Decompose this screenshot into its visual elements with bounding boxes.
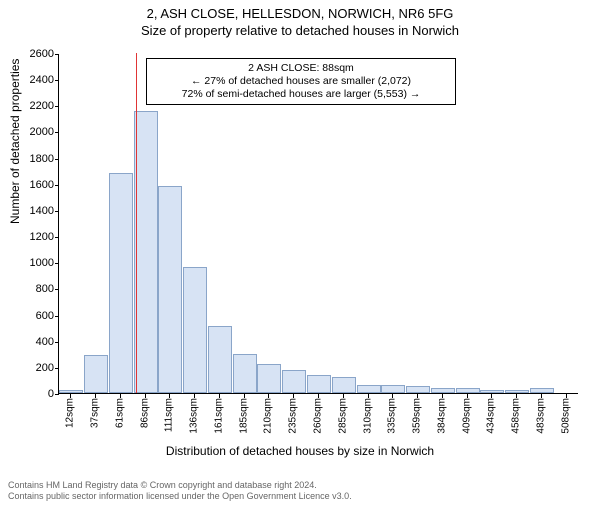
x-tick-label: 37sqm [90, 398, 101, 428]
histogram-bar [109, 173, 133, 393]
y-tick-mark [55, 106, 59, 107]
histogram-bar [158, 186, 182, 393]
chart-title-main: 2, ASH CLOSE, HELLESDON, NORWICH, NR6 5F… [0, 6, 600, 21]
info-box-line3: 72% of semi-detached houses are larger (… [153, 88, 449, 101]
x-tick-label: 508sqm [560, 398, 571, 434]
x-tick-label: 111sqm [164, 398, 175, 432]
y-tick-mark [55, 263, 59, 264]
histogram-bar [505, 390, 529, 393]
y-tick-label: 600 [14, 310, 54, 322]
histogram-bar [282, 370, 306, 393]
x-tick-label: 409sqm [461, 398, 472, 434]
histogram-bar [431, 388, 455, 393]
y-tick-mark [55, 80, 59, 81]
y-tick-mark [55, 368, 59, 369]
histogram-bar [480, 390, 504, 393]
histogram-bar [84, 355, 108, 393]
footer-line1: Contains HM Land Registry data © Crown c… [8, 480, 352, 491]
histogram-bar [530, 388, 554, 393]
histogram-bar [307, 375, 331, 393]
x-tick-label: 483sqm [535, 398, 546, 434]
histogram-bar [456, 388, 480, 393]
chart-area: 2 ASH CLOSE: 88sqm ← 27% of detached hou… [58, 54, 578, 394]
y-tick-mark [55, 159, 59, 160]
x-tick-label: 359sqm [412, 398, 423, 434]
x-tick-label: 12sqm [65, 398, 76, 428]
x-tick-label: 458sqm [511, 398, 522, 434]
x-tick-label: 434sqm [486, 398, 497, 434]
y-tick-mark [55, 342, 59, 343]
x-tick-label: 185sqm [238, 398, 249, 434]
x-tick-label: 136sqm [189, 398, 200, 434]
y-tick-label: 1200 [14, 231, 54, 243]
x-tick-label: 310sqm [362, 398, 373, 434]
x-tick-label: 384sqm [436, 398, 447, 434]
y-tick-mark [55, 237, 59, 238]
y-tick-mark [55, 132, 59, 133]
histogram-bar [332, 377, 356, 393]
x-tick-label: 235sqm [288, 398, 299, 434]
info-box-line2: ← 27% of detached houses are smaller (2,… [153, 75, 449, 88]
y-tick-label: 0 [14, 388, 54, 400]
footer-line2: Contains public sector information licen… [8, 491, 352, 502]
x-tick-label: 260sqm [313, 398, 324, 434]
histogram-bar [406, 386, 430, 393]
x-axis-label: Distribution of detached houses by size … [0, 444, 600, 458]
y-tick-label: 2000 [14, 126, 54, 138]
y-tick-mark [55, 289, 59, 290]
histogram-bar [357, 385, 381, 393]
histogram-bar [59, 390, 83, 393]
y-tick-label: 1600 [14, 179, 54, 191]
info-box: 2 ASH CLOSE: 88sqm ← 27% of detached hou… [146, 58, 456, 105]
y-tick-mark [55, 211, 59, 212]
x-tick-label: 61sqm [114, 398, 125, 428]
y-tick-label: 1000 [14, 257, 54, 269]
x-tick-label: 210sqm [263, 398, 274, 434]
property-marker-line [136, 53, 137, 393]
histogram-bar [257, 364, 281, 393]
y-tick-mark [55, 185, 59, 186]
y-tick-label: 800 [14, 283, 54, 295]
y-tick-label: 2600 [14, 48, 54, 60]
y-tick-mark [55, 54, 59, 55]
histogram-bar [134, 111, 158, 393]
y-tick-label: 2400 [14, 74, 54, 86]
y-tick-mark [55, 394, 59, 395]
histogram-bar [233, 354, 257, 393]
histogram-bar [381, 385, 405, 393]
x-tick-label: 285sqm [337, 398, 348, 434]
y-tick-label: 1400 [14, 205, 54, 217]
info-box-line1: 2 ASH CLOSE: 88sqm [153, 62, 449, 75]
x-tick-label: 161sqm [213, 398, 224, 434]
y-tick-label: 2200 [14, 100, 54, 112]
histogram-bar [208, 326, 232, 393]
chart-title-sub: Size of property relative to detached ho… [0, 23, 600, 38]
y-tick-label: 400 [14, 336, 54, 348]
y-tick-label: 1800 [14, 153, 54, 165]
y-tick-mark [55, 316, 59, 317]
y-tick-label: 200 [14, 362, 54, 374]
histogram-bar [183, 267, 207, 393]
x-tick-label: 335sqm [387, 398, 398, 434]
x-tick-label: 86sqm [139, 398, 150, 428]
footer-attribution: Contains HM Land Registry data © Crown c… [8, 480, 352, 502]
